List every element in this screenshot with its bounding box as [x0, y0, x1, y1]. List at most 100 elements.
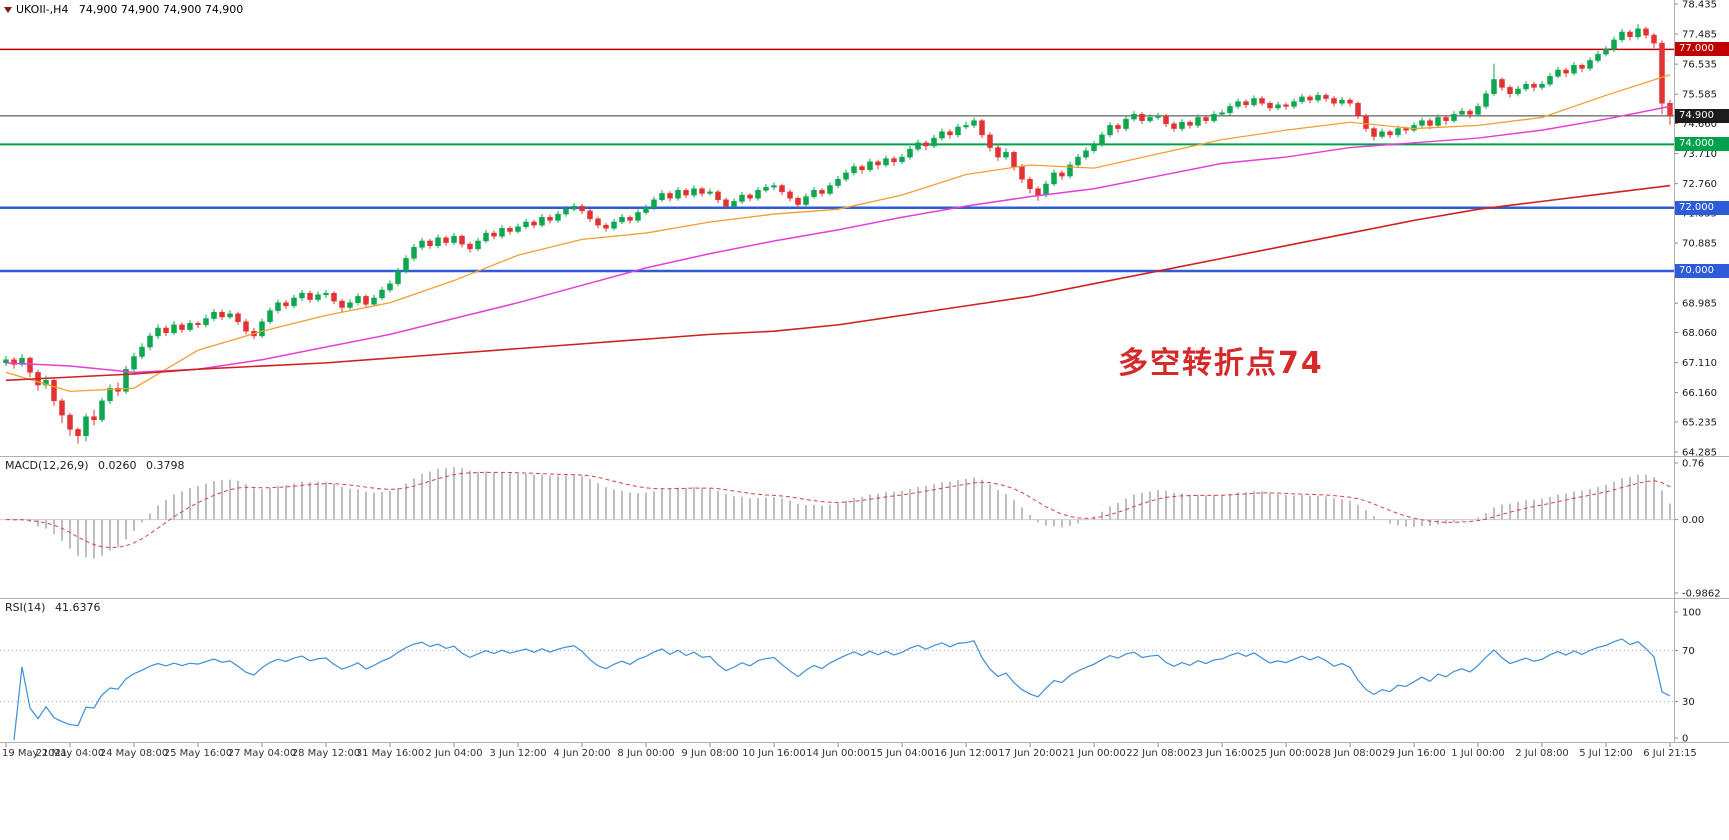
candle-body — [627, 216, 633, 221]
candle-body — [1235, 101, 1241, 107]
macd-scale-label: 0.00 — [1682, 515, 1704, 526]
candle-body — [731, 201, 737, 207]
candle-body — [1587, 60, 1593, 69]
candle-body — [1419, 120, 1425, 126]
candle-body — [1083, 150, 1089, 158]
chart-header: UKOIl-,H4 74,900 74,900 74,900 74,900 — [16, 3, 243, 16]
time-axis-label: 4 Jun 20:00 — [553, 748, 610, 759]
time-axis-label: 22 Jun 08:00 — [1126, 748, 1190, 759]
macd-indicator-label: MACD(12,26,9) 0.0260 0.3798 — [5, 459, 185, 472]
candle-body — [403, 258, 409, 272]
candle-body — [1395, 128, 1401, 136]
candle-body — [1323, 95, 1329, 99]
candle-body — [339, 300, 345, 308]
candle-body — [739, 194, 745, 202]
candle-body — [1259, 98, 1265, 104]
candle-body — [1347, 99, 1353, 104]
candle-body — [1451, 114, 1457, 121]
candle-body — [923, 142, 929, 147]
candle-body — [1619, 31, 1625, 41]
candle-body — [139, 346, 145, 357]
candle-body — [51, 380, 57, 402]
candle-body — [595, 218, 601, 226]
candle-body — [819, 190, 825, 194]
candle-body — [1059, 172, 1065, 177]
candle-body — [163, 327, 169, 334]
time-axis-label: 14 Jun 00:00 — [806, 748, 870, 759]
candle-body — [259, 321, 265, 337]
candle-body — [971, 120, 977, 126]
candle-body — [1443, 117, 1449, 121]
candle-body — [235, 313, 241, 322]
ma-line-slow-red — [5, 184, 1671, 382]
candle-body — [1075, 156, 1081, 166]
price-badge-70.000: 70.000 — [1675, 264, 1729, 279]
candle-body — [107, 387, 113, 402]
candle-body — [779, 185, 785, 193]
candle-body — [1163, 115, 1169, 125]
candle-body — [435, 237, 441, 246]
chart-annotation-text[interactable]: 多空转折点74 — [1118, 346, 1324, 381]
candle-body — [1227, 106, 1233, 113]
candle-body — [483, 232, 489, 242]
candle-body — [379, 289, 385, 299]
candle-body — [275, 302, 281, 311]
candle-body — [587, 210, 593, 220]
candle-body — [387, 283, 393, 291]
macd-scale-label: 0.76 — [1682, 459, 1704, 470]
candle-body — [787, 191, 793, 199]
time-axis-label: 27 May 04:00 — [228, 748, 297, 759]
candle-body — [179, 324, 185, 330]
candle-body — [1331, 98, 1337, 104]
time-axis-label: 16 Jun 12:00 — [934, 748, 998, 759]
candle-body — [1459, 110, 1465, 115]
candle-body — [1659, 42, 1665, 104]
candle-body — [467, 243, 473, 250]
macd-signal-line — [5, 471, 1671, 549]
candle-body — [883, 158, 889, 166]
time-axis-label: 24 May 08:00 — [100, 748, 169, 759]
price-scale-label: 77.485 — [1682, 30, 1717, 41]
time-axis-label: 8 Jun 00:00 — [617, 748, 674, 759]
time-axis-label: 29 Jun 16:00 — [1382, 748, 1446, 759]
candle-body — [147, 335, 153, 348]
candle-body — [1051, 172, 1057, 185]
price-scale-label: 78.435 — [1682, 0, 1717, 10]
price-scale-label: 64.285 — [1682, 448, 1717, 459]
candle-body — [291, 297, 297, 307]
price-scale-label: 72.760 — [1682, 179, 1717, 190]
candle-body — [1315, 95, 1321, 101]
candle-body — [299, 292, 305, 299]
candle-body — [59, 400, 65, 416]
candle-body — [1187, 121, 1193, 126]
rsi-scale-label: 100 — [1682, 608, 1701, 619]
candle-body — [347, 302, 353, 308]
ma-line-mid-magenta — [5, 105, 1671, 374]
candle-body — [491, 232, 497, 237]
macd-scale-label: -0.9862 — [1682, 589, 1721, 600]
rsi-line — [13, 638, 1671, 741]
candle-body — [475, 240, 481, 250]
candle-body — [1387, 131, 1393, 136]
candle-body — [1011, 152, 1017, 167]
candle-body — [203, 318, 209, 326]
candle-body — [1211, 114, 1217, 121]
candle-body — [755, 190, 761, 199]
candle-body — [859, 166, 865, 170]
candle-body — [1643, 28, 1649, 36]
candle-body — [795, 197, 801, 205]
price-scale-label: 65.235 — [1682, 417, 1717, 428]
candle-body — [171, 324, 177, 334]
candle-body — [635, 212, 641, 221]
candle-body — [939, 131, 945, 139]
candle-body — [915, 142, 921, 150]
ma-line-fast-orange — [5, 74, 1671, 393]
candle-body — [1219, 112, 1225, 115]
price-scale-label: 68.985 — [1682, 299, 1717, 310]
candle-body — [1579, 64, 1585, 69]
time-axis-separator — [0, 742, 1729, 743]
candle-body — [155, 327, 161, 337]
candle-body — [987, 134, 993, 148]
main-macd-separator — [0, 456, 1729, 457]
